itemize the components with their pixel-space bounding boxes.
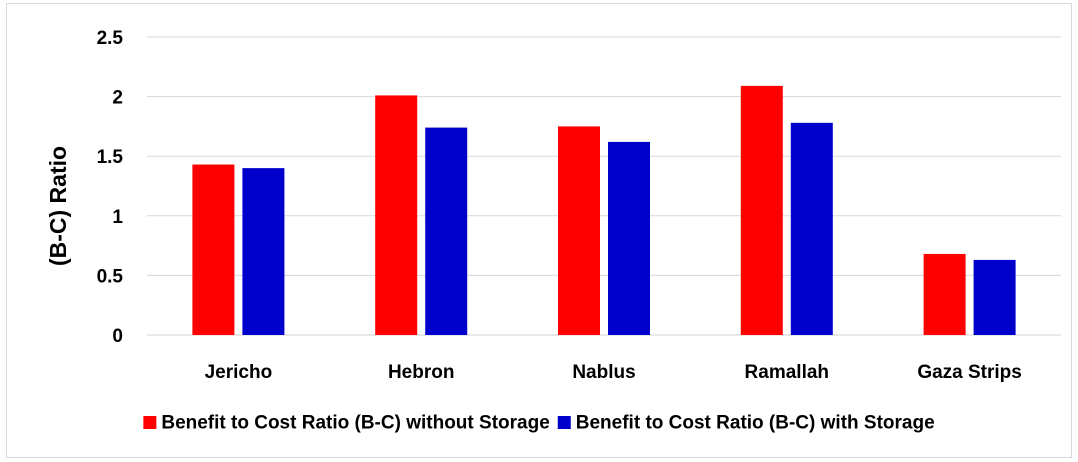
legend-swatch xyxy=(557,416,571,429)
bar xyxy=(608,141,650,335)
y-tick-label: 2.5 xyxy=(97,28,124,49)
x-category-label: Hebron xyxy=(388,362,455,383)
gridlines xyxy=(147,36,1061,336)
y-tick-label: 2 xyxy=(112,88,123,109)
y-tick-label: 1 xyxy=(112,207,123,228)
legend-label: Benefit to Cost Ratio (B-C) without Stor… xyxy=(161,413,549,434)
x-category-label: Ramallah xyxy=(745,362,829,383)
y-tick-label: 0.5 xyxy=(97,266,124,287)
x-category-label: Gaza Strips xyxy=(917,362,1022,383)
bar xyxy=(923,253,966,335)
y-axis-ticks: 0 0.5 1 1.5 2 2.5 xyxy=(97,28,124,347)
y-tick-label: 0 xyxy=(112,326,123,347)
x-category-label: Nablus xyxy=(572,362,635,383)
x-axis-categories: Jericho Hebron Nablus Ramallah Gaza Strips xyxy=(205,362,1022,383)
bar xyxy=(375,95,418,336)
chart-frame: 0 0.5 1 1.5 2 2.5 Jericho Hebron Nablus Ramallah… xyxy=(6,3,1072,458)
legend-item: Benefit to Cost Ratio (B-C) without Stor… xyxy=(143,413,550,434)
bar-chart: 0 0.5 1 1.5 2 2.5 Jericho Hebron Nablus Ramallah… xyxy=(45,28,1061,434)
bar xyxy=(973,259,1016,335)
bar xyxy=(790,122,833,335)
y-axis-title: (B-C) Ratio xyxy=(45,146,71,266)
x-category-label: Jericho xyxy=(205,362,273,383)
bar xyxy=(242,168,285,335)
legend-swatch xyxy=(143,416,157,429)
bar xyxy=(558,126,600,336)
bar xyxy=(740,85,783,335)
legend-label: Benefit to Cost Ratio (B-C) with Storage xyxy=(576,413,935,434)
bar xyxy=(192,164,235,335)
bars xyxy=(192,85,1016,336)
bar xyxy=(425,127,468,335)
legend-item: Benefit to Cost Ratio (B-C) with Storage xyxy=(557,413,935,434)
legend: Benefit to Cost Ratio (B-C) without Stor… xyxy=(143,413,935,434)
y-tick-label: 1.5 xyxy=(97,147,124,168)
